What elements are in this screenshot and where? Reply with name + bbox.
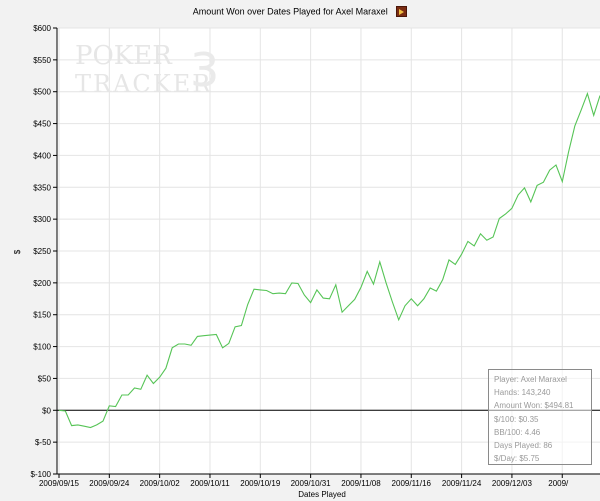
- y-tick-label: $550: [33, 56, 51, 65]
- chart-title-bar: Amount Won over Dates Played for Axel Ma…: [0, 6, 600, 24]
- x-tick-label: 2009/12/03: [492, 479, 533, 488]
- y-tick-label: $150: [33, 311, 51, 320]
- x-tick-label: 2009/11/08: [341, 479, 381, 488]
- stat-line: BB/100: 4.46: [494, 427, 541, 437]
- x-tick-label: 2009/11/16: [392, 479, 432, 488]
- y-tick-label: $0: [42, 406, 51, 415]
- x-axis-ticks: 2009/09/15 2009/09/24 2009/10/02 2009/10/11…: [39, 474, 569, 488]
- player-stats-box: Player: Axel Maraxel Hands: 143,240 Amount…: [488, 369, 592, 465]
- y-tick-label: $450: [33, 120, 51, 129]
- y-tick-label: $250: [33, 247, 51, 256]
- chart-title: Amount Won over Dates Played for Axel Ma…: [192, 6, 388, 17]
- watermark-line1: POKER: [75, 41, 173, 71]
- watermark-mark: 3: [190, 43, 219, 97]
- x-tick-label: 2009/09/15: [39, 479, 80, 488]
- y-axis-label: $: [13, 249, 22, 254]
- stat-line: Days Played: 86: [494, 441, 553, 451]
- x-tick-label: 2009/: [548, 479, 569, 488]
- x-tick-label: 2009/10/31: [291, 479, 332, 488]
- stat-line: Player: Axel Maraxel: [494, 375, 567, 384]
- watermark-line2: TRACKER: [75, 70, 212, 98]
- y-tick-label: $100: [33, 343, 51, 352]
- x-tick-label: 2009/10/11: [190, 479, 230, 488]
- y-tick-label: $50: [38, 374, 52, 383]
- y-tick-label: $200: [33, 279, 51, 288]
- stat-line: Amount Won: $494.81: [494, 401, 574, 411]
- y-tick-label: $300: [33, 215, 51, 224]
- stat-line: $/100: $0.35: [494, 414, 539, 424]
- y-tick-label: $600: [33, 24, 51, 33]
- x-tick-label: 2009/10/19: [240, 479, 281, 488]
- y-tick-label: $-50: [35, 438, 52, 447]
- y-tick-label: $350: [33, 183, 51, 192]
- stat-line: Hands: 143,240: [494, 388, 551, 398]
- y-tick-label: $400: [33, 151, 51, 160]
- stat-line: $/Day: $5.75: [494, 454, 540, 464]
- x-tick-label: 2009/09/24: [89, 479, 130, 488]
- amount-won-series-line: [58, 91, 600, 429]
- export-icon[interactable]: [396, 6, 408, 18]
- x-tick-label: 2009/10/02: [140, 479, 181, 488]
- x-axis-label: Dates Played: [298, 490, 346, 499]
- y-tick-label: $-100: [31, 470, 52, 479]
- y-axis-ticks: $-100 $-50 $0 $50 $100 $150 $200 $250 $300 $350 $4…: [31, 24, 57, 479]
- y-tick-label: $500: [33, 88, 51, 97]
- gridlines: [57, 27, 600, 475]
- x-tick-label: 2009/11/24: [442, 479, 482, 488]
